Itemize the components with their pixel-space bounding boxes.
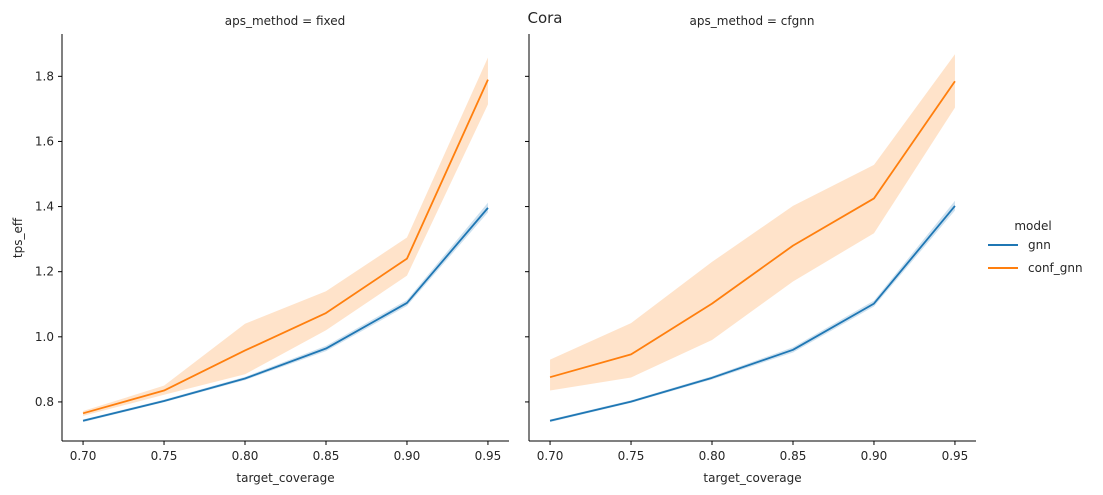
y-tick-label: 1.4 — [35, 200, 54, 214]
x-tick-label-fixed: 0.80 — [232, 449, 259, 463]
panel-cfgnn: aps_method = cfgnn 0.70 0.75 0.80 0.85 0.90 0… — [525, 14, 976, 485]
x-tick-label-fixed: 0.85 — [313, 449, 340, 463]
x-tick-label-cfgnn: 0.90 — [861, 449, 888, 463]
ci-band-conf-gnn-cfgnn — [550, 54, 955, 391]
y-tick-label: 1.2 — [35, 265, 54, 279]
line-conf-gnn-fixed — [82, 79, 489, 415]
legend-label-gnn: gnn — [1028, 238, 1051, 252]
x-axis-label-fixed: target_coverage — [236, 471, 334, 485]
line-gnn-cfgnn — [549, 205, 956, 422]
figure-title: Cora — [527, 9, 562, 27]
panel-fixed: aps_method = fixed 0.70 0.75 0.80 0.85 0.90 0… — [35, 14, 509, 485]
x-tick-label-cfgnn: 0.95 — [942, 449, 969, 463]
x-tick-label-cfgnn: 0.80 — [699, 449, 726, 463]
y-axis-label: tps_eff — [11, 217, 25, 258]
x-tick-label-fixed: 0.75 — [151, 449, 178, 463]
x-axis-label-cfgnn: target_coverage — [703, 471, 801, 485]
x-tick-label-fixed: 0.90 — [394, 449, 421, 463]
legend: model gnn conf_gnn — [988, 219, 1083, 275]
ci-band-conf-gnn-fixed — [83, 57, 488, 416]
x-tick-label-fixed: 0.95 — [475, 449, 502, 463]
panel-title-cfgnn: aps_method = cfgnn — [690, 14, 815, 28]
legend-label-conf-gnn: conf_gnn — [1028, 261, 1083, 275]
y-tick-label: 1.6 — [35, 134, 54, 148]
x-tick-label-cfgnn: 0.70 — [537, 449, 564, 463]
legend-title: model — [1014, 219, 1051, 233]
x-tick-label-cfgnn: 0.85 — [780, 449, 807, 463]
line-gnn-fixed — [82, 207, 489, 422]
panel-title-fixed: aps_method = fixed — [225, 14, 346, 28]
y-tick-label: 1.8 — [35, 69, 54, 83]
x-tick-label-cfgnn: 0.75 — [618, 449, 645, 463]
x-tick-label-fixed: 0.70 — [70, 449, 97, 463]
y-tick-label: 1.0 — [35, 330, 54, 344]
line-conf-gnn-cfgnn — [549, 80, 956, 379]
y-tick-label: 0.8 — [35, 395, 54, 409]
